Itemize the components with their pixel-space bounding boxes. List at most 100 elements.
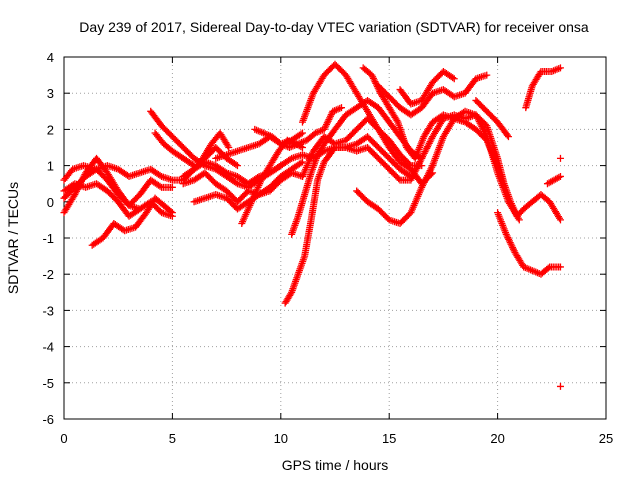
data-point <box>326 112 334 120</box>
data-point <box>326 114 334 122</box>
data-point <box>514 214 522 222</box>
data-point <box>277 162 285 170</box>
data-series <box>186 129 233 177</box>
data-point <box>483 71 491 79</box>
data-point <box>425 168 433 176</box>
y-tick-label: 4 <box>47 50 54 65</box>
data-point <box>420 149 428 157</box>
data-point <box>156 182 164 190</box>
data-point <box>369 74 377 82</box>
data-point <box>298 158 306 166</box>
data-point <box>426 167 434 175</box>
data-point <box>556 216 564 224</box>
data-point <box>419 180 427 188</box>
data-point <box>224 142 232 150</box>
data-point <box>168 209 176 217</box>
data-point <box>556 263 564 271</box>
data-point <box>327 111 335 119</box>
data-point <box>233 162 241 170</box>
data-point <box>556 172 564 180</box>
data-series <box>556 382 564 390</box>
data-point <box>423 144 431 152</box>
y-tick-label: 3 <box>47 86 54 101</box>
y-tick-label: -3 <box>42 303 54 318</box>
data-point <box>509 245 517 253</box>
y-tick-label: 0 <box>47 195 54 210</box>
x-tick-label: 0 <box>60 431 67 446</box>
data-point <box>324 117 332 125</box>
data-point <box>472 111 480 119</box>
y-tick-label: -6 <box>42 412 54 427</box>
data-series <box>151 129 198 170</box>
data-point <box>478 123 486 131</box>
data-series <box>238 136 306 228</box>
data-point <box>515 216 523 224</box>
data-point <box>321 124 329 132</box>
data-series <box>556 154 564 162</box>
data-series <box>522 64 564 112</box>
data-point <box>427 165 435 173</box>
data-point <box>320 125 328 133</box>
data-point <box>322 122 330 130</box>
data-point <box>479 126 487 134</box>
data-point <box>504 234 512 242</box>
data-point <box>506 239 514 247</box>
data-point <box>474 114 482 122</box>
y-tick-labels: -6 -5 -4 -3 -2 -1 0 1 2 3 4 <box>42 50 54 427</box>
data-series <box>374 71 491 119</box>
data-point <box>232 161 240 169</box>
y-tick-label: -2 <box>42 267 54 282</box>
data-point <box>156 171 164 179</box>
data-point <box>419 182 427 190</box>
data-series <box>472 96 512 141</box>
x-tick-labels: 0 5 10 15 20 25 <box>60 431 613 446</box>
data-point <box>393 117 401 125</box>
data-point <box>287 290 295 298</box>
data-point <box>474 116 482 124</box>
data-point <box>507 240 515 248</box>
data-point <box>368 71 376 79</box>
data-series <box>494 209 564 278</box>
data-point <box>424 141 432 149</box>
chart-title: Day 239 of 2017, Sidereal Day-to-day VTE… <box>79 19 589 35</box>
data-point <box>370 76 378 84</box>
data-point <box>371 78 379 86</box>
data-point <box>502 230 510 238</box>
data-point <box>427 136 435 144</box>
data-point <box>505 235 513 243</box>
data-point <box>505 237 513 245</box>
data-point <box>416 153 424 161</box>
data-series <box>396 67 458 108</box>
data-point <box>424 170 432 178</box>
data-point <box>421 148 429 156</box>
data-series <box>88 194 176 249</box>
data-point <box>297 130 305 138</box>
data-point <box>556 382 564 390</box>
data-point <box>504 133 512 141</box>
data-point <box>503 131 511 139</box>
data-point <box>509 244 517 252</box>
data-point <box>424 143 432 151</box>
data-point <box>71 191 79 199</box>
data-point <box>420 178 428 186</box>
data-point <box>323 120 331 128</box>
data-point <box>555 214 563 222</box>
data-point <box>544 264 552 272</box>
data-point <box>275 163 283 171</box>
data-point <box>503 232 511 240</box>
data-point <box>423 173 431 181</box>
data-point <box>424 172 432 180</box>
data-point <box>556 154 564 162</box>
data-point <box>325 116 333 124</box>
data-point <box>405 171 413 179</box>
data-point <box>449 74 457 82</box>
data-point <box>477 121 485 129</box>
y-tick-label: 1 <box>47 159 54 174</box>
data-point <box>508 242 516 250</box>
data-points <box>60 60 564 390</box>
data-point <box>297 159 305 167</box>
data-point <box>473 113 481 121</box>
data-series <box>543 172 564 188</box>
data-point <box>286 155 294 163</box>
